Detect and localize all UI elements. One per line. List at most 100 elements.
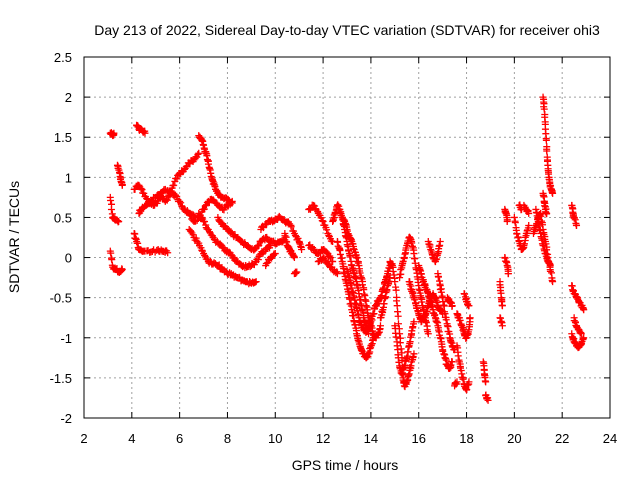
data-point	[549, 189, 557, 197]
data-point	[454, 352, 462, 360]
data-point	[542, 136, 550, 144]
data-point	[293, 268, 301, 276]
data-point	[392, 286, 400, 294]
data-point	[400, 362, 408, 370]
data-point	[107, 206, 115, 214]
data-point	[418, 298, 426, 306]
data-point	[354, 336, 362, 344]
data-point	[271, 250, 279, 258]
data-point	[287, 223, 295, 231]
y-tick-label: 2	[65, 90, 72, 105]
data-layer	[106, 93, 588, 404]
data-point	[137, 184, 145, 192]
data-point	[571, 216, 579, 224]
data-point	[389, 267, 397, 275]
x-tick-label: 2	[80, 431, 87, 446]
data-point	[483, 395, 491, 403]
data-point	[513, 230, 521, 238]
data-point	[177, 199, 185, 207]
data-point	[498, 302, 506, 310]
series-sdtvar	[106, 93, 588, 404]
y-tick-label: -1	[60, 331, 72, 346]
data-point	[396, 339, 404, 347]
tick-layer: 2 4 6 8 10 12 14 16 18 20 22 24-2-1.5-1-0.500.511.5…	[50, 50, 618, 446]
data-point	[262, 260, 270, 268]
data-point	[346, 253, 354, 261]
data-point	[198, 213, 206, 221]
data-point	[207, 173, 215, 181]
data-point	[332, 269, 340, 277]
data-point	[411, 296, 419, 304]
data-point	[503, 217, 511, 225]
plot-frame	[83, 56, 611, 419]
data-point	[411, 255, 419, 263]
data-point	[456, 316, 464, 324]
y-tick-label: 1	[65, 170, 72, 185]
data-point	[433, 318, 441, 326]
data-point	[410, 350, 418, 358]
data-point	[131, 234, 139, 242]
data-point	[577, 330, 585, 338]
x-tick-label: 12	[316, 431, 330, 446]
y-tick-label: -2	[60, 411, 72, 426]
data-point	[341, 275, 349, 283]
data-point	[448, 302, 456, 310]
data-point	[192, 217, 200, 225]
x-tick-label: 24	[603, 431, 617, 446]
data-point	[392, 333, 400, 341]
data-point	[393, 302, 401, 310]
data-point	[439, 298, 447, 306]
data-point	[333, 270, 341, 278]
data-point	[252, 278, 260, 286]
y-tick-label: 0.5	[54, 210, 72, 225]
data-point	[436, 334, 444, 342]
data-point	[435, 273, 443, 281]
data-point	[427, 246, 435, 254]
data-point	[394, 312, 402, 320]
data-point	[580, 334, 588, 342]
data-point	[395, 358, 403, 366]
data-point	[319, 217, 327, 225]
data-point	[194, 150, 202, 158]
data-point	[543, 147, 551, 155]
data-point	[187, 212, 195, 220]
data-point	[118, 266, 126, 274]
data-point	[484, 396, 492, 404]
data-point	[428, 250, 436, 258]
data-point	[410, 318, 418, 326]
x-tick-label: 22	[555, 431, 569, 446]
data-point	[437, 288, 445, 296]
data-point	[415, 285, 423, 293]
data-point	[186, 211, 194, 219]
data-point	[326, 252, 334, 260]
data-point	[417, 270, 425, 278]
grid-layer	[84, 57, 610, 418]
data-point	[466, 314, 474, 322]
data-point	[322, 248, 330, 256]
data-point	[107, 196, 115, 204]
data-point	[259, 224, 267, 232]
y-tick-label: 1.5	[54, 130, 72, 145]
x-tick-label: 16	[411, 431, 425, 446]
data-point	[404, 348, 412, 356]
data-point	[118, 181, 126, 189]
data-point	[171, 191, 179, 199]
data-point	[580, 306, 588, 314]
data-point	[543, 209, 551, 217]
data-point	[431, 311, 439, 319]
x-tick-label: 10	[268, 431, 282, 446]
data-point	[292, 269, 300, 277]
data-point	[350, 245, 358, 253]
data-point	[436, 238, 444, 246]
data-point	[195, 149, 203, 157]
data-point	[295, 239, 303, 247]
data-point	[353, 307, 361, 315]
data-point	[453, 378, 461, 386]
data-point	[192, 234, 200, 242]
data-point	[138, 186, 146, 194]
data-point	[141, 129, 149, 137]
data-point	[424, 330, 432, 338]
data-point	[405, 370, 413, 378]
